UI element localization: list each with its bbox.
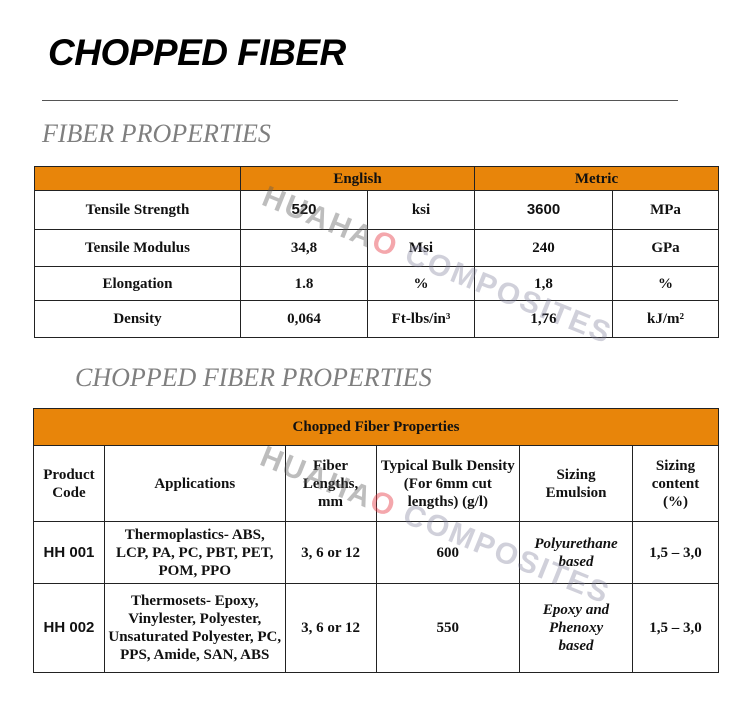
eng-unit: Msi xyxy=(367,229,475,267)
table-row: Elongation 1.8 % 1,8 % xyxy=(34,266,719,301)
sizing-emulsion: Polyurethane based xyxy=(519,521,634,584)
table-caption: Chopped Fiber Properties xyxy=(33,408,719,446)
table-row: Density 0,064 Ft-lbs/in³ 1,76 kJ/m² xyxy=(34,300,719,338)
eng-value: 1.8 xyxy=(240,266,368,301)
header-english: English xyxy=(240,166,475,191)
table-header-row: English Metric xyxy=(34,166,719,191)
product-code: HH 001 xyxy=(33,521,105,584)
fiber-lengths: 3, 6 or 12 xyxy=(284,583,377,673)
property: Tensile Strength xyxy=(34,190,241,230)
column-header: Fiber Lengths, mm xyxy=(284,445,377,522)
met-value: 3600 xyxy=(474,190,613,230)
met-value: 240 xyxy=(474,229,613,267)
property: Density xyxy=(34,300,241,338)
sizing-content: 1,5 – 3,0 xyxy=(632,521,719,584)
section-heading-chopped-fiber-properties: CHOPPED FIBER PROPERTIES xyxy=(75,363,432,392)
eng-value: 520 xyxy=(240,190,368,230)
page-title: CHOPPED FIBER xyxy=(48,32,346,73)
eng-value: 34,8 xyxy=(240,229,368,267)
met-unit: kJ/m² xyxy=(612,300,719,338)
applications: Thermoplastics- ABS, LCP, PA, PC, PBT, P… xyxy=(103,521,286,584)
met-unit: GPa xyxy=(612,229,719,267)
section-heading-fiber-properties: FIBER PROPERTIES xyxy=(42,119,271,148)
eng-unit: Ft-lbs/in³ xyxy=(367,300,475,338)
column-header: Sizing content (%) xyxy=(632,445,719,522)
sizing-emulsion: Epoxy and Phenoxy based xyxy=(519,583,634,673)
property: Tensile Modulus xyxy=(34,229,241,267)
met-value: 1,8 xyxy=(474,266,613,301)
table-row: HH 001 Thermoplastics- ABS, LCP, PA, PC,… xyxy=(33,521,719,584)
met-value: 1,76 xyxy=(474,300,613,338)
table-row: HH 002 Thermosets- Epoxy, Vinylester, Po… xyxy=(33,583,719,673)
eng-unit: % xyxy=(367,266,475,301)
column-header: Typical Bulk Density (For 6mm cut length… xyxy=(375,445,521,522)
header-blank xyxy=(34,166,241,191)
fiber-lengths: 3, 6 or 12 xyxy=(284,521,377,584)
divider xyxy=(42,100,678,101)
eng-unit: ksi xyxy=(367,190,475,230)
eng-value: 0,064 xyxy=(240,300,368,338)
fiber-properties-table: English Metric Tensile Strength 520 ksi … xyxy=(34,166,719,338)
column-header: Applications xyxy=(103,445,286,522)
product-code: HH 002 xyxy=(33,583,105,673)
column-header: Product Code xyxy=(33,445,105,522)
table-row: Tensile Modulus 34,8 Msi 240 GPa xyxy=(34,229,719,267)
sizing-content: 1,5 – 3,0 xyxy=(632,583,719,673)
table-header-row: Product Code Applications Fiber Lengths,… xyxy=(33,445,719,522)
column-header: Sizing Emulsion xyxy=(519,445,634,522)
bulk-density: 600 xyxy=(375,521,521,584)
applications: Thermosets- Epoxy, Vinylester, Polyester… xyxy=(103,583,286,673)
met-unit: MPa xyxy=(612,190,719,230)
met-unit: % xyxy=(612,266,719,301)
bulk-density: 550 xyxy=(375,583,521,673)
header-metric: Metric xyxy=(474,166,719,191)
chopped-fiber-table: Chopped Fiber Properties Product Code Ap… xyxy=(33,408,719,673)
property: Elongation xyxy=(34,266,241,301)
table-row: Tensile Strength 520 ksi 3600 MPa xyxy=(34,190,719,230)
